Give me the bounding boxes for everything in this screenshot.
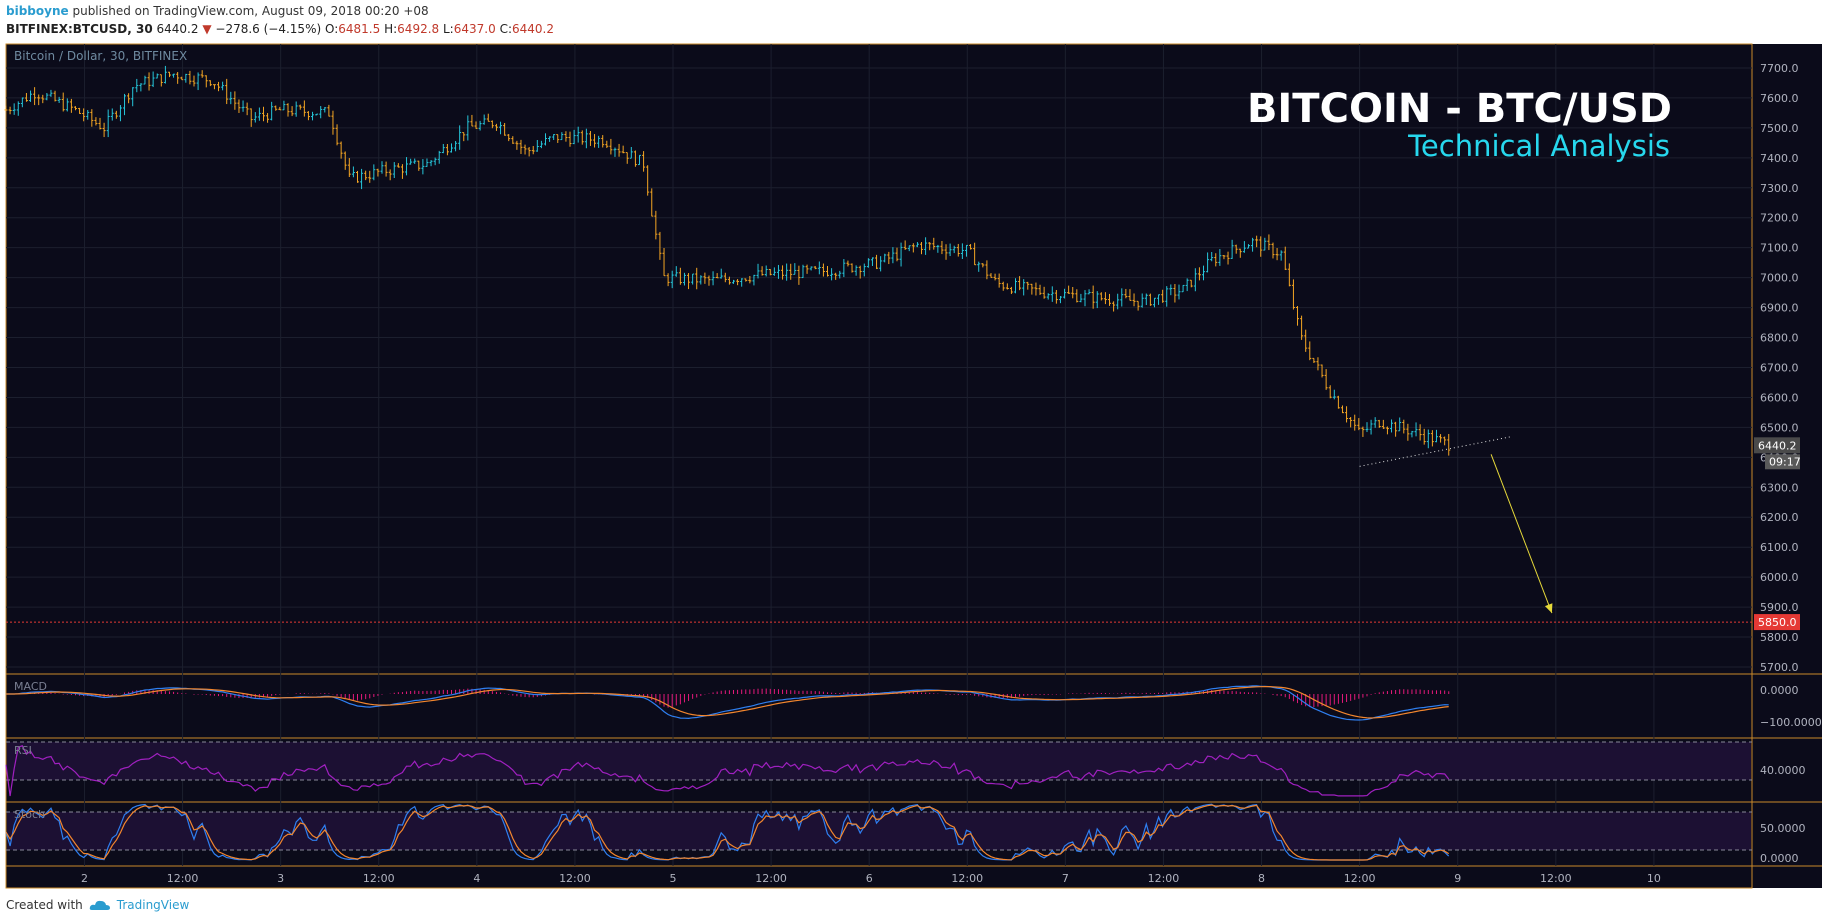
y-tick-label: 7100.0 bbox=[1760, 242, 1799, 255]
stoch-label: Stoch bbox=[14, 808, 45, 821]
rsi-label: RSI bbox=[14, 744, 32, 757]
macd-line bbox=[6, 685, 1449, 721]
support-price-label: 5850.0 bbox=[1758, 616, 1797, 629]
created-with-text: Created with bbox=[6, 898, 83, 912]
open-value: 6481.5 bbox=[338, 22, 381, 36]
x-tick-label: 12:00 bbox=[559, 872, 591, 885]
stoch-tick-label: 0.0000 bbox=[1760, 852, 1799, 865]
y-tick-label: 6500.0 bbox=[1760, 421, 1799, 434]
stoch-d-line bbox=[5, 804, 1450, 861]
y-tick-label: 6900.0 bbox=[1760, 302, 1799, 315]
tradingview-logo-icon bbox=[89, 899, 111, 911]
tradingview-link[interactable]: TradingView bbox=[116, 898, 190, 912]
y-tick-label: 7400.0 bbox=[1760, 152, 1799, 165]
rsi-band bbox=[7, 742, 1751, 780]
y-tick-label: 6300.0 bbox=[1760, 481, 1799, 494]
low-value: 6437.0 bbox=[453, 22, 496, 36]
y-tick-label: 6800.0 bbox=[1760, 332, 1799, 345]
symbol-name: BITFINEX:BTCUSD, 30 bbox=[6, 22, 153, 36]
macd-signal-line bbox=[6, 686, 1449, 719]
close-value: 6440.2 bbox=[511, 22, 554, 36]
y-tick-label: 5700.0 bbox=[1760, 661, 1799, 674]
symbol-info: BITFINEX:BTCUSD, 30 6440.2 ▼ −278.6 (−4.… bbox=[6, 22, 554, 36]
overlay-subtitle: Technical Analysis bbox=[1407, 129, 1670, 163]
x-tick-label: 4 bbox=[473, 872, 480, 885]
support-price-tag bbox=[1754, 614, 1800, 631]
countdown-tag bbox=[1765, 454, 1800, 470]
y-tick-label: 7200.0 bbox=[1760, 212, 1799, 225]
close-label: C: bbox=[499, 22, 512, 36]
y-tick-label: 7600.0 bbox=[1760, 92, 1799, 105]
last-price: 6440.2 bbox=[156, 22, 199, 36]
y-tick-label: 7700.0 bbox=[1760, 62, 1799, 75]
stoch-tick-label: 50.0000 bbox=[1760, 822, 1806, 835]
high-value: 6492.8 bbox=[397, 22, 440, 36]
x-tick-label: 7 bbox=[1062, 872, 1069, 885]
x-tick-label: 12:00 bbox=[951, 872, 983, 885]
countdown-label: 09:17 bbox=[1769, 455, 1801, 468]
price-change: −278.6 (−4.15%) bbox=[215, 22, 322, 36]
stoch-band bbox=[7, 812, 1751, 850]
x-tick-label: 9 bbox=[1454, 872, 1461, 885]
author-link[interactable]: bibboyne bbox=[6, 4, 69, 18]
x-tick-label: 12:00 bbox=[755, 872, 787, 885]
overlay-title: BITCOIN - BTC/USD bbox=[1247, 86, 1672, 132]
x-tick-label: 12:00 bbox=[1344, 872, 1376, 885]
x-tick-label: 12:00 bbox=[363, 872, 395, 885]
publish-info: bibboyne published on TradingView.com, A… bbox=[6, 4, 429, 18]
x-tick-label: 12:00 bbox=[167, 872, 199, 885]
x-tick-label: 10 bbox=[1647, 872, 1661, 885]
y-tick-label: 7300.0 bbox=[1760, 182, 1799, 195]
projection-arrow-head bbox=[1544, 603, 1553, 614]
y-tick-label: 6700.0 bbox=[1760, 361, 1799, 374]
y-tick-label: 6100.0 bbox=[1760, 541, 1799, 554]
candles-group bbox=[4, 65, 1451, 456]
last-price-label: 6440.2 bbox=[1758, 439, 1797, 452]
y-tick-label: 7500.0 bbox=[1760, 122, 1799, 135]
publish-text: published on TradingView.com, August 09,… bbox=[72, 4, 429, 18]
last-price-tag bbox=[1754, 437, 1800, 454]
macd-tick-label: 0.0000 bbox=[1760, 684, 1799, 697]
y-tick-label: 6200.0 bbox=[1760, 511, 1799, 524]
x-tick-label: 8 bbox=[1258, 872, 1265, 885]
x-tick-label: 12:00 bbox=[1148, 872, 1180, 885]
projection-arrow-line bbox=[1490, 454, 1553, 614]
y-tick-label: 6600.0 bbox=[1760, 391, 1799, 404]
rsi-tick-label: 40.0000 bbox=[1760, 764, 1806, 777]
y-tick-label: 6000.0 bbox=[1760, 571, 1799, 584]
footer: Created with TradingView bbox=[6, 898, 189, 912]
open-label: O: bbox=[324, 22, 339, 36]
chart-area[interactable]: 5700.0 5800.0 5900.0 6000.0 6100.0 6200.0 6300… bbox=[0, 40, 1828, 890]
y-tick-label: 5900.0 bbox=[1760, 601, 1799, 614]
x-tick-label: 6 bbox=[866, 872, 873, 885]
y-tick-label: 7000.0 bbox=[1760, 272, 1799, 285]
down-arrow-icon: ▼ bbox=[202, 22, 212, 36]
macd-label: MACD bbox=[14, 680, 47, 693]
high-label: H: bbox=[384, 22, 398, 36]
x-tick-label: 2 bbox=[81, 872, 88, 885]
x-tick-label: 12:00 bbox=[1540, 872, 1572, 885]
x-tick-label: 5 bbox=[670, 872, 677, 885]
chart-label: Bitcoin / Dollar, 30, BITFINEX bbox=[14, 49, 187, 63]
x-tick-label: 3 bbox=[277, 872, 284, 885]
macd-tick-label: −100.0000 bbox=[1760, 716, 1822, 729]
rsi-line bbox=[5, 745, 1450, 797]
low-label: L: bbox=[443, 22, 454, 36]
y-tick-label: 5800.0 bbox=[1760, 631, 1799, 644]
